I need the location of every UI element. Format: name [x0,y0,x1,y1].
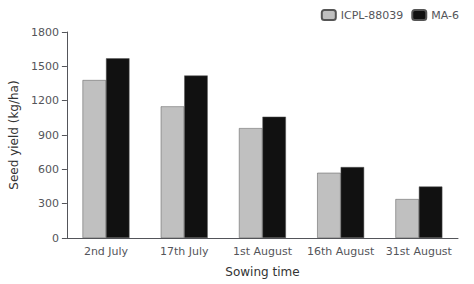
svg-text:600: 600 [38,163,59,176]
svg-text:0: 0 [52,232,59,245]
svg-text:900: 900 [38,129,59,142]
svg-text:1st August: 1st August [233,245,293,258]
svg-text:31st August: 31st August [386,245,453,258]
svg-text:17th July: 17th July [160,245,209,258]
svg-text:1200: 1200 [31,94,59,107]
svg-text:16th August: 16th August [307,245,375,258]
svg-text:1800: 1800 [31,26,59,39]
svg-text:2nd July: 2nd July [84,245,129,258]
svg-text:MA-6: MA-6 [431,9,459,22]
svg-text:1500: 1500 [31,60,59,73]
svg-text:Sowing time: Sowing time [225,265,299,279]
svg-text:300: 300 [38,197,59,210]
svg-text:Seed yield (kg/ha): Seed yield (kg/ha) [7,80,21,189]
svg-text:ICPL-88039: ICPL-88039 [341,9,403,22]
